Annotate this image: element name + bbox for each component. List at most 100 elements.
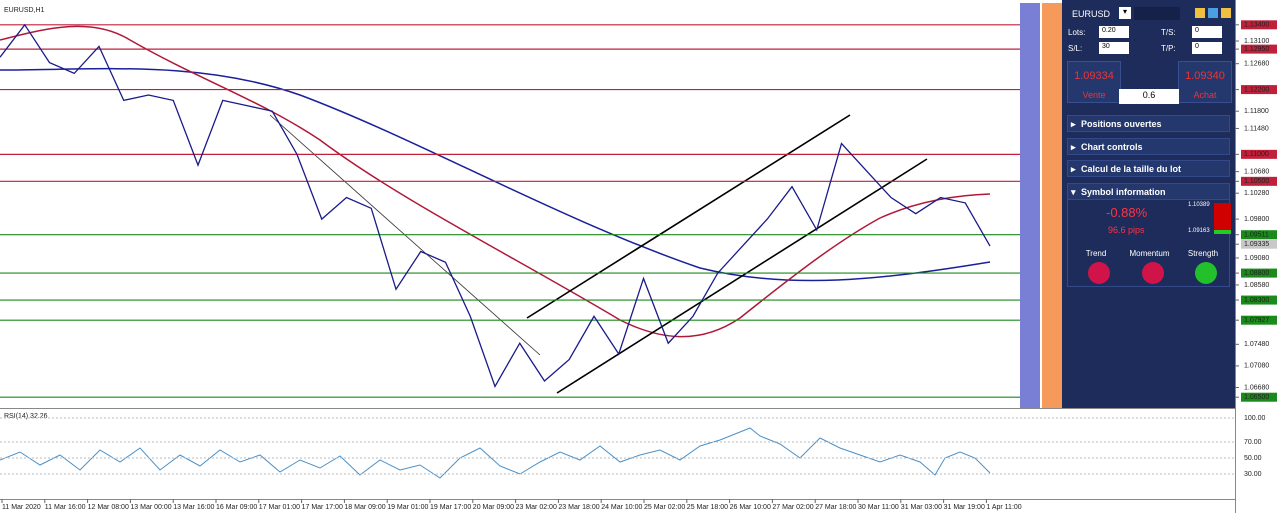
level-tag — [1241, 20, 1277, 30]
price-label: 1.11800 — [1244, 108, 1269, 115]
rsi-line — [0, 427, 991, 479]
price-label: 1.09511 — [1244, 232, 1269, 239]
time-label: 17 Mar 01:00 — [259, 504, 300, 511]
rsi-label: 100.00 — [1244, 415, 1266, 422]
info-box — [1067, 199, 1230, 287]
arrow: ▾ — [1071, 186, 1076, 197]
rsi-label: 70.00 — [1244, 439, 1262, 446]
time-label: 16 Mar 09:00 — [216, 504, 257, 511]
time-label: 18 Mar 09:00 — [344, 504, 385, 511]
price-label: 1.07480 — [1244, 341, 1269, 348]
low: 1.09163 — [1188, 228, 1210, 234]
time-label: 31 Mar 19:00 — [944, 504, 985, 511]
icon[interactable] — [1221, 8, 1231, 18]
band-purple — [1020, 3, 1040, 408]
field-input[interactable]: 0.20 — [1099, 26, 1129, 38]
price-label: 1.08800 — [1244, 270, 1269, 277]
buy-button[interactable]: 1.09340 Achat — [1178, 61, 1232, 103]
moving-average — [0, 67, 991, 282]
time-label: 11 Mar 2020 — [2, 504, 41, 511]
price-label: 1.08300 — [1244, 297, 1269, 304]
field-input[interactable]: 0 — [1192, 26, 1222, 38]
price-label: 1.07080 — [1244, 363, 1269, 370]
time-label: 25 Mar 18:00 — [687, 504, 728, 511]
time-label: 23 Mar 18:00 — [558, 504, 599, 511]
level-tag — [1241, 149, 1277, 159]
price-label: 1.10680 — [1244, 168, 1269, 175]
price-label: 1.11000 — [1244, 151, 1269, 158]
time-label: 31 Mar 03:00 — [901, 504, 942, 511]
field-label: T/P: — [1161, 44, 1176, 53]
section-header[interactable]: ▾ Symbol information — [1067, 182, 1230, 200]
chart-title: EURUSD,H1 — [4, 7, 45, 14]
time-label: 19 Mar 01:00 — [387, 504, 428, 511]
price-label: 1.13400 — [1244, 22, 1269, 29]
band-orange — [1042, 3, 1062, 408]
time-label: 13 Mar 00:00 — [130, 504, 171, 511]
section-header[interactable]: ▸ Chart controls — [1067, 137, 1230, 155]
time-label: 26 Mar 10:00 — [730, 504, 771, 511]
indicator-label: Strength — [1187, 249, 1219, 258]
trend-down — [1088, 262, 1110, 284]
change: -0.88% — [1106, 205, 1148, 220]
pips: 96.6 pips — [1108, 225, 1145, 235]
input[interactable] — [1134, 7, 1180, 20]
time-label: 11 Mar 16:00 — [45, 504, 86, 511]
momentum-down — [1142, 262, 1164, 284]
time-label: 24 Mar 10:00 — [601, 504, 642, 511]
sell-button[interactable]: 1.09334 Vente — [1067, 61, 1121, 103]
buy-label: Achat — [1193, 90, 1217, 100]
price-label: 1.06680 — [1244, 384, 1269, 391]
section-title: Chart controls — [1081, 141, 1143, 152]
arrow: ▸ — [1071, 141, 1076, 152]
section-title: Symbol information — [1081, 186, 1166, 197]
symbol[interactable]: EURUSD — [1072, 9, 1111, 19]
rsi-label: 50.00 — [1244, 455, 1262, 462]
time-label: 25 Mar 02:00 — [644, 504, 685, 511]
time-label: 12 Mar 08:00 — [88, 504, 129, 511]
section-header[interactable]: ▸ Positions ouvertes — [1067, 115, 1230, 132]
field-input[interactable]: 30 — [1099, 42, 1129, 54]
level-tag — [1241, 176, 1277, 186]
field-input[interactable]: 0 — [1192, 42, 1222, 54]
moving-average — [0, 25, 991, 338]
time-label: 27 Mar 18:00 — [815, 504, 856, 511]
price-label: 1.10280 — [1244, 190, 1269, 197]
range-bar — [1214, 230, 1231, 234]
indicator-label: Momentum — [1129, 249, 1170, 258]
field-label: S/L: — [1068, 44, 1083, 53]
range-bar — [1214, 203, 1231, 230]
time-label: 19 Mar 17:00 — [430, 504, 471, 511]
time-label: 17 Mar 17:00 — [302, 504, 343, 511]
price-line — [0, 23, 991, 388]
level-tag — [1241, 315, 1277, 325]
time-label: 1 Apr 11:00 — [986, 504, 1021, 511]
strength-up — [1195, 262, 1217, 284]
icon[interactable] — [1195, 8, 1205, 18]
time-label: 23 Mar 02:00 — [516, 504, 557, 511]
price-label: 1.09080 — [1244, 255, 1269, 262]
arrow: ▸ — [1071, 164, 1076, 174]
dropdown[interactable]: ▾ — [1119, 7, 1131, 19]
price-label: 1.12680 — [1244, 61, 1269, 68]
price-label: 1.10500 — [1244, 178, 1269, 185]
field-label: T/S: — [1161, 28, 1176, 37]
price-label: 1.08580 — [1244, 282, 1269, 289]
channel-line — [526, 114, 851, 319]
level-tag — [1241, 230, 1277, 240]
channel-line — [556, 158, 928, 394]
level-tag — [1241, 239, 1277, 249]
sell-price: 1.09334 — [1074, 70, 1114, 82]
time-label: 30 Mar 11:00 — [858, 504, 899, 511]
price-label: 1.12950 — [1244, 46, 1269, 53]
price-label: 1.12200 — [1244, 86, 1269, 93]
indicator-label: Trend — [1085, 249, 1107, 258]
level-tag — [1241, 44, 1277, 54]
sell-label: Vente — [1082, 90, 1106, 100]
price-label: 1.09800 — [1244, 216, 1269, 223]
section-header[interactable]: ▸ Calcul de la taille du lot — [1067, 160, 1230, 177]
level-tag — [1241, 295, 1277, 305]
level-tag — [1241, 392, 1277, 402]
icon[interactable] — [1208, 8, 1218, 18]
